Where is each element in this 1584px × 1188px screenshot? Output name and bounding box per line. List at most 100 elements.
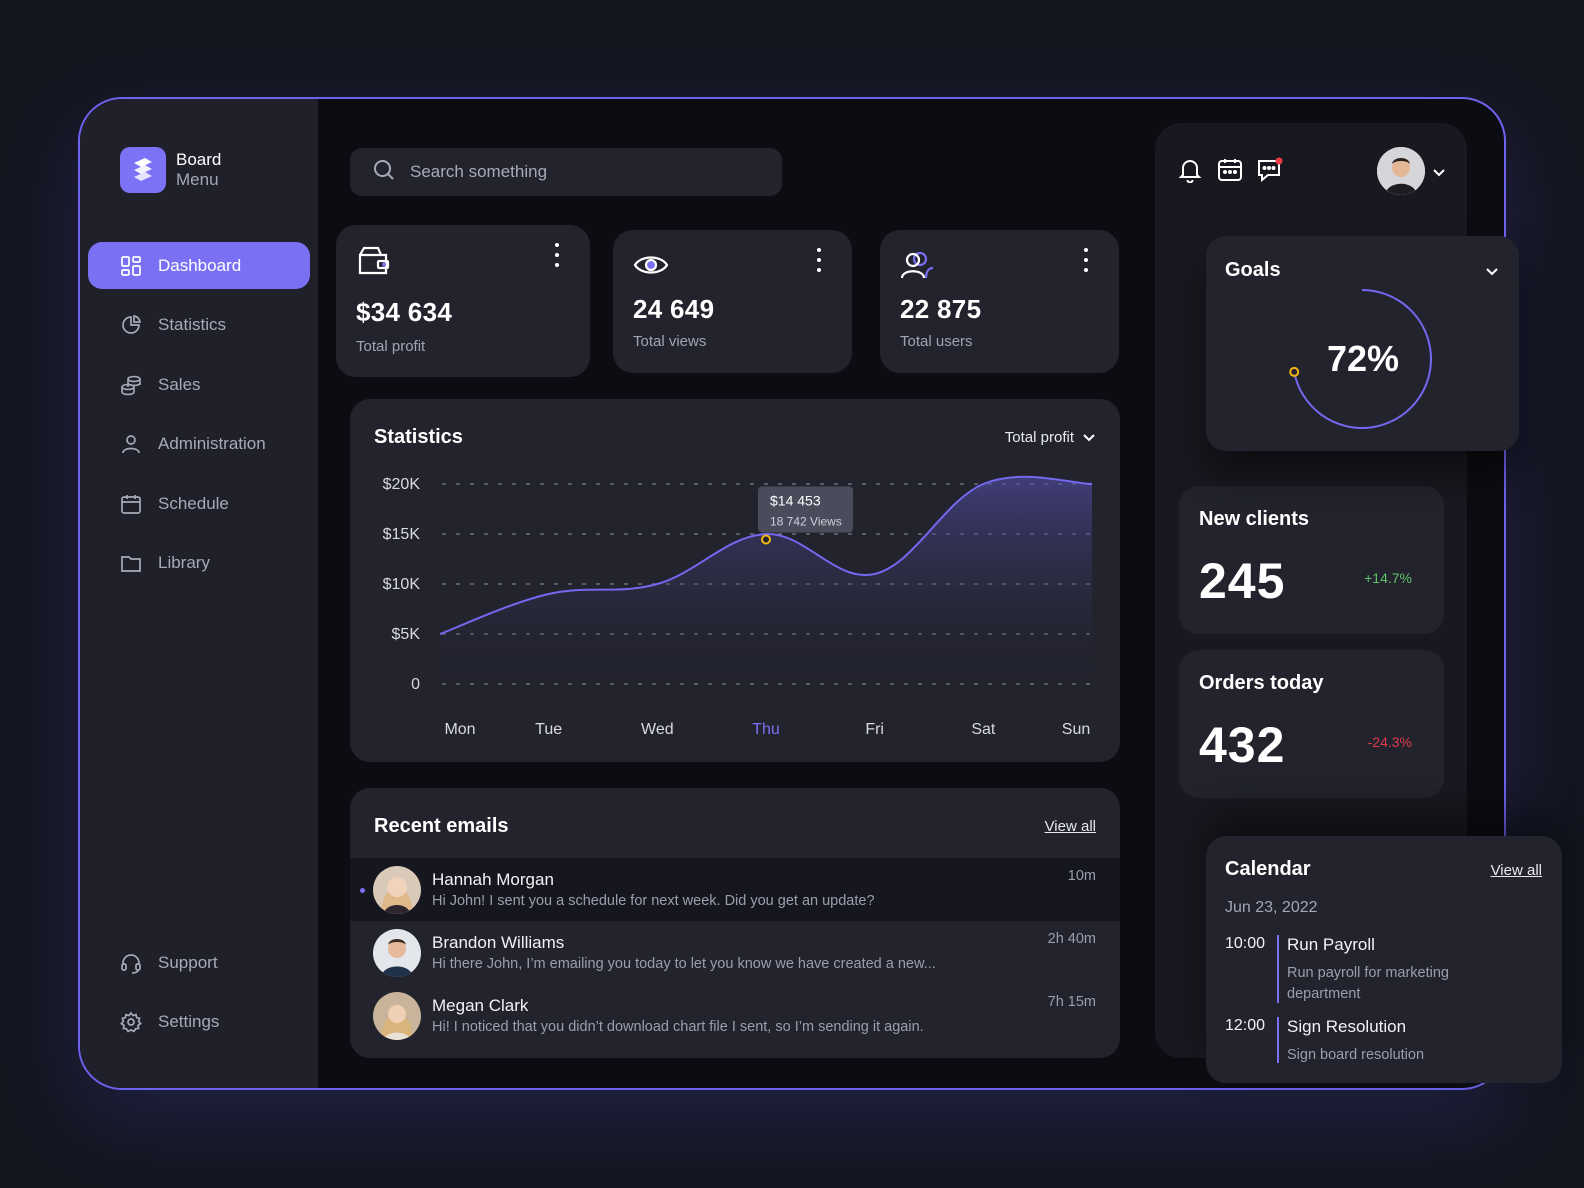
- card-title: New clients: [1199, 508, 1310, 530]
- kpi-value: 22 875: [900, 294, 982, 324]
- y-tick-label: 0: [411, 676, 420, 693]
- kpi-label: Total users: [900, 333, 973, 350]
- brand-name: Board: [176, 150, 222, 169]
- sidebar-item-dashboard[interactable]: Dashboard: [88, 242, 310, 289]
- y-tick-label: $10K: [383, 576, 421, 593]
- calendar-icon[interactable]: [1217, 157, 1243, 188]
- headset-icon: [120, 952, 142, 974]
- kpi-card-users: 22 875 Total users: [880, 230, 1119, 373]
- bell-icon[interactable]: [1178, 157, 1202, 188]
- calendar-view-all-link[interactable]: View all: [1490, 862, 1542, 879]
- goals-progress-ring: [1289, 289, 1432, 429]
- calendar-icon: [120, 493, 142, 515]
- email-time: 7h 15m: [1047, 994, 1096, 1010]
- chart-tooltip: [758, 486, 853, 533]
- kpi-label: Total profit: [356, 338, 426, 355]
- event-divider: [1277, 1017, 1279, 1063]
- sidebar-item-label: Support: [158, 952, 218, 972]
- goals-progress-handle: [1289, 366, 1300, 377]
- x-tick-label: Mon: [444, 721, 475, 738]
- x-tick-label: Tue: [535, 721, 562, 738]
- x-tick-label: Fri: [865, 721, 884, 738]
- sidebar-item-library[interactable]: Library: [88, 540, 310, 587]
- logo-icon: [120, 147, 166, 193]
- new-clients-delta: +14.7%: [1364, 570, 1412, 586]
- email-sender: Megan Clark: [432, 996, 529, 1015]
- avatar: [373, 866, 421, 914]
- sidebar-item-settings[interactable]: Settings: [88, 999, 310, 1046]
- avatar: [373, 929, 421, 977]
- kpi-card-views: 24 649 Total views: [613, 230, 852, 373]
- emails-view-all-link[interactable]: View all: [1044, 818, 1096, 835]
- email-time: 2h 40m: [1047, 931, 1096, 947]
- eye-icon: [633, 250, 669, 285]
- chevron-down-icon: [1083, 433, 1095, 441]
- more-options-icon[interactable]: [816, 248, 822, 272]
- chart-area: [440, 476, 1092, 684]
- sidebar-item-schedule[interactable]: Schedule: [88, 480, 310, 527]
- sidebar-item-support[interactable]: Support: [88, 939, 310, 986]
- kpi-value: $34 634: [356, 297, 453, 327]
- event-description: Sign board resolution: [1287, 1047, 1425, 1063]
- event-time: 12:00: [1225, 1017, 1266, 1034]
- sidebar-item-sales[interactable]: Sales: [88, 361, 310, 408]
- recent-emails-card: Recent emails View all Hannah Morgan Hi …: [350, 788, 1120, 1058]
- event-title: Sign Resolution: [1287, 1017, 1407, 1036]
- folder-icon: [120, 552, 142, 574]
- email-row[interactable]: Hannah Morgan Hi John! I sent you a sche…: [350, 858, 1120, 921]
- sidebar-item-statistics[interactable]: Statistics: [88, 302, 310, 349]
- email-row[interactable]: Megan Clark Hi! I noticed that you didn’…: [350, 984, 1120, 1047]
- goals-card: Goals 72%: [1206, 236, 1519, 451]
- users-icon: [900, 250, 936, 285]
- brand-logo[interactable]: Board Menu: [120, 147, 221, 193]
- tooltip-sub: 18 742 Views: [770, 514, 842, 528]
- x-tick-label: Sun: [1062, 721, 1090, 738]
- tooltip-value: $14 453: [770, 492, 821, 508]
- calendar-card: Calendar View all Jun 23, 2022 10:00 Run…: [1206, 836, 1562, 1083]
- kpi-value: 24 649: [633, 294, 715, 324]
- email-preview: Hi there John, I’m emailing you today to…: [432, 956, 936, 972]
- chevron-down-icon[interactable]: [1432, 165, 1446, 183]
- y-tick-label: $15K: [383, 526, 421, 543]
- event-description: Run payroll for marketing department: [1287, 965, 1449, 1002]
- dropdown-label: Total profit: [1004, 429, 1074, 446]
- email-sender: Hannah Morgan: [432, 870, 554, 889]
- sidebar-item-label: Sales: [158, 374, 201, 394]
- search-input[interactable]: [410, 162, 740, 182]
- sidebar-item-label: Settings: [158, 1012, 220, 1031]
- y-tick-label: $5K: [392, 626, 421, 643]
- sidebar-item-label: Administration: [158, 434, 266, 453]
- highlight-point: [761, 534, 771, 545]
- chevron-down-icon[interactable]: [1485, 264, 1499, 282]
- card-title: Orders today: [1199, 672, 1324, 694]
- y-tick-label: $20K: [383, 476, 421, 493]
- chat-icon[interactable]: [1256, 157, 1284, 188]
- metric-dropdown[interactable]: Total profit: [1005, 429, 1096, 446]
- statistics-card: Statistics Total profit $20K $15K $10K $5K 0…: [350, 399, 1120, 762]
- kpi-label: Total views: [633, 333, 707, 350]
- email-time: 10m: [1067, 868, 1096, 884]
- user-avatar[interactable]: [1377, 147, 1425, 195]
- more-options-icon[interactable]: [1083, 248, 1089, 272]
- calendar-date: Jun 23, 2022: [1225, 899, 1318, 916]
- more-options-icon[interactable]: [554, 243, 560, 267]
- gear-icon: [120, 1011, 142, 1033]
- wallet-icon: [356, 245, 392, 284]
- sidebar-item-label: Schedule: [158, 493, 229, 513]
- sidebar-item-label: Statistics: [158, 315, 227, 334]
- new-clients-card: New clients 245 +14.7%: [1179, 486, 1444, 634]
- sidebar-item-label: Dashboard: [158, 255, 242, 275]
- search-icon: [372, 158, 396, 187]
- search-bar[interactable]: [350, 148, 782, 196]
- event-time: 10:00: [1225, 935, 1266, 952]
- sidebar-item-administration[interactable]: Administration: [88, 421, 310, 468]
- event-title: Run Payroll: [1287, 935, 1375, 954]
- sidebar-item-label: Library: [158, 553, 210, 572]
- email-sender: Brandon Williams: [432, 933, 565, 952]
- goals-progress-arc: [1293, 289, 1432, 429]
- email-row[interactable]: Brandon Williams Hi there John, I’m emai…: [350, 921, 1120, 984]
- sidebar-bottom: Support Settings: [88, 939, 310, 1058]
- sidebar: Board Menu Dashboard Statistics: [80, 99, 318, 1088]
- goals-percent: 72%: [1327, 338, 1400, 379]
- x-tick-label: Wed: [641, 721, 674, 738]
